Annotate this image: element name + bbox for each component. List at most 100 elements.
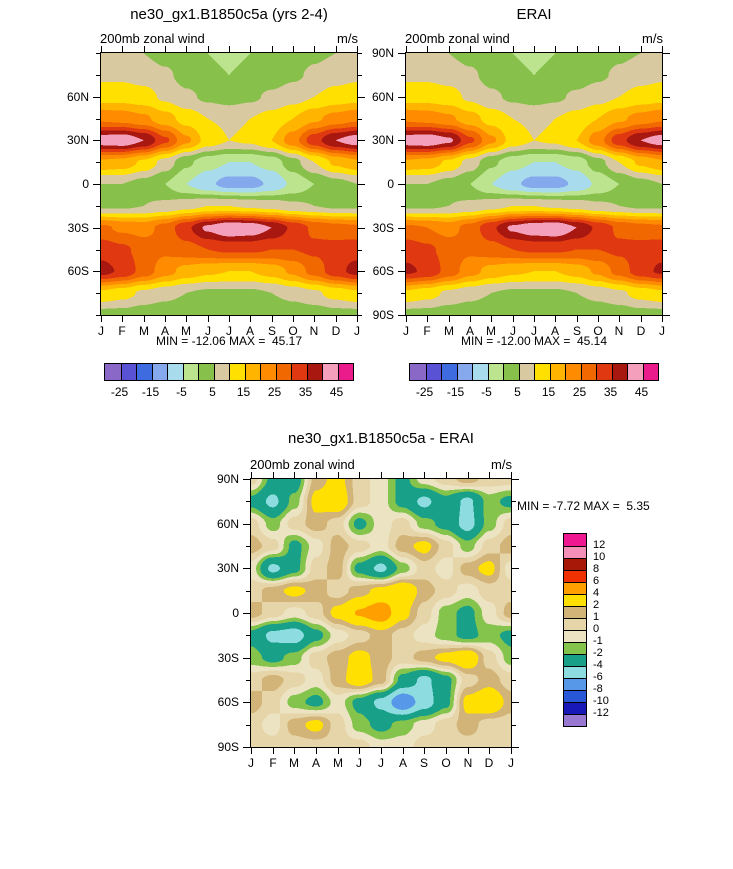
y-tick (512, 658, 519, 659)
y-tick (358, 53, 362, 54)
lat-label: 90S (217, 740, 239, 754)
y-tick (512, 725, 516, 726)
x-tick (338, 748, 339, 754)
x-tick (470, 316, 471, 322)
colorbar-label: 8 (593, 563, 600, 575)
x-tick (403, 748, 404, 754)
y-tick (93, 271, 100, 272)
colorbar-cell (612, 364, 627, 380)
y-tick (663, 140, 670, 141)
colorbar-cell (564, 714, 586, 726)
colorbar-cell (121, 364, 136, 380)
y-tick (246, 546, 250, 547)
colorbar-label: -5 (481, 385, 492, 399)
y-tick (401, 162, 405, 163)
x-tick (186, 316, 187, 322)
y-tick (358, 206, 362, 207)
colorbar-label: -25 (415, 385, 434, 399)
y-tick (401, 206, 405, 207)
y-tick (243, 658, 250, 659)
y-tick (512, 568, 519, 569)
x-tick (534, 46, 535, 52)
y-tick (512, 591, 516, 592)
contour-field-model (101, 53, 357, 315)
colorbar-cell (152, 364, 167, 380)
y-tick (243, 702, 250, 703)
colorbar-cell (260, 364, 276, 380)
y-tick (358, 97, 365, 98)
y-tick (512, 613, 519, 614)
colorbar-label: 10 (593, 551, 606, 563)
y-tick (358, 250, 362, 251)
y-tick (246, 635, 250, 636)
colorbar-cell (643, 364, 658, 380)
x-tick (229, 316, 230, 322)
month-label: M (181, 324, 191, 338)
y-tick (401, 293, 405, 294)
month-label: S (572, 324, 581, 338)
y-tick (358, 228, 365, 229)
units-label: m/s (337, 31, 358, 46)
x-tick (598, 316, 599, 322)
month-label: J (378, 756, 384, 770)
x-tick (273, 748, 274, 754)
y-tick (512, 479, 519, 480)
month-label: N (309, 324, 319, 338)
lat-label: 60N (371, 90, 394, 104)
colorbar-cell (564, 594, 586, 606)
month-label: A (550, 324, 559, 338)
x-tick (316, 748, 317, 754)
month-label: A (398, 756, 407, 770)
colorbar-label: 15 (541, 385, 556, 399)
x-tick (122, 316, 123, 322)
x-tick (511, 472, 512, 478)
colorbar-cell (564, 546, 586, 558)
y-tick (246, 680, 250, 681)
lat-label: 0 (387, 177, 394, 191)
y-tick (512, 546, 516, 547)
y-tick (358, 315, 362, 316)
colorbar-label: 45 (329, 385, 344, 399)
contour-field-diff (251, 479, 511, 747)
panel-erai-minmax: MIN = -12.00 MAX = 45.14 (460, 334, 608, 348)
colorbar-cell (564, 582, 586, 594)
y-tick (96, 293, 100, 294)
y-tick (243, 524, 250, 525)
colorbar-cell (307, 364, 322, 380)
colorbar-label: 25 (572, 385, 587, 399)
y-tick (663, 97, 670, 98)
colorbar-label: 45 (634, 385, 649, 399)
month-label: S (267, 324, 276, 338)
month-label: N (614, 324, 624, 338)
colorbar-cell (198, 364, 214, 380)
colorbar-label: 35 (603, 385, 618, 399)
y-tick (512, 680, 516, 681)
x-tick (357, 316, 358, 322)
x-tick (316, 472, 317, 478)
field-name-label: 200mb zonal wind (250, 457, 355, 472)
x-tick (272, 46, 273, 52)
month-label: N (463, 756, 473, 770)
field-name-label: 200mb zonal wind (405, 31, 510, 46)
colorbar-cell (564, 558, 586, 570)
colorbar-cell (488, 364, 503, 380)
x-tick (251, 748, 252, 754)
y-tick (512, 524, 519, 525)
x-tick (144, 316, 145, 322)
colorbar-label: -10 (593, 695, 609, 707)
colorbar-cell (564, 654, 586, 666)
y-tick (512, 635, 516, 636)
x-tick (403, 472, 404, 478)
month-label: A (311, 756, 320, 770)
x-tick (424, 472, 425, 478)
x-tick (406, 46, 407, 52)
x-tick (577, 46, 578, 52)
panel-diff-subtitle: 200mb zonal wind m/s (250, 457, 512, 472)
x-tick (424, 748, 425, 754)
month-label: O (441, 756, 451, 770)
panel-erai-subtitle: 200mb zonal wind m/s (405, 31, 663, 46)
x-tick (662, 46, 663, 52)
x-tick (165, 316, 166, 322)
y-tick (398, 315, 405, 316)
